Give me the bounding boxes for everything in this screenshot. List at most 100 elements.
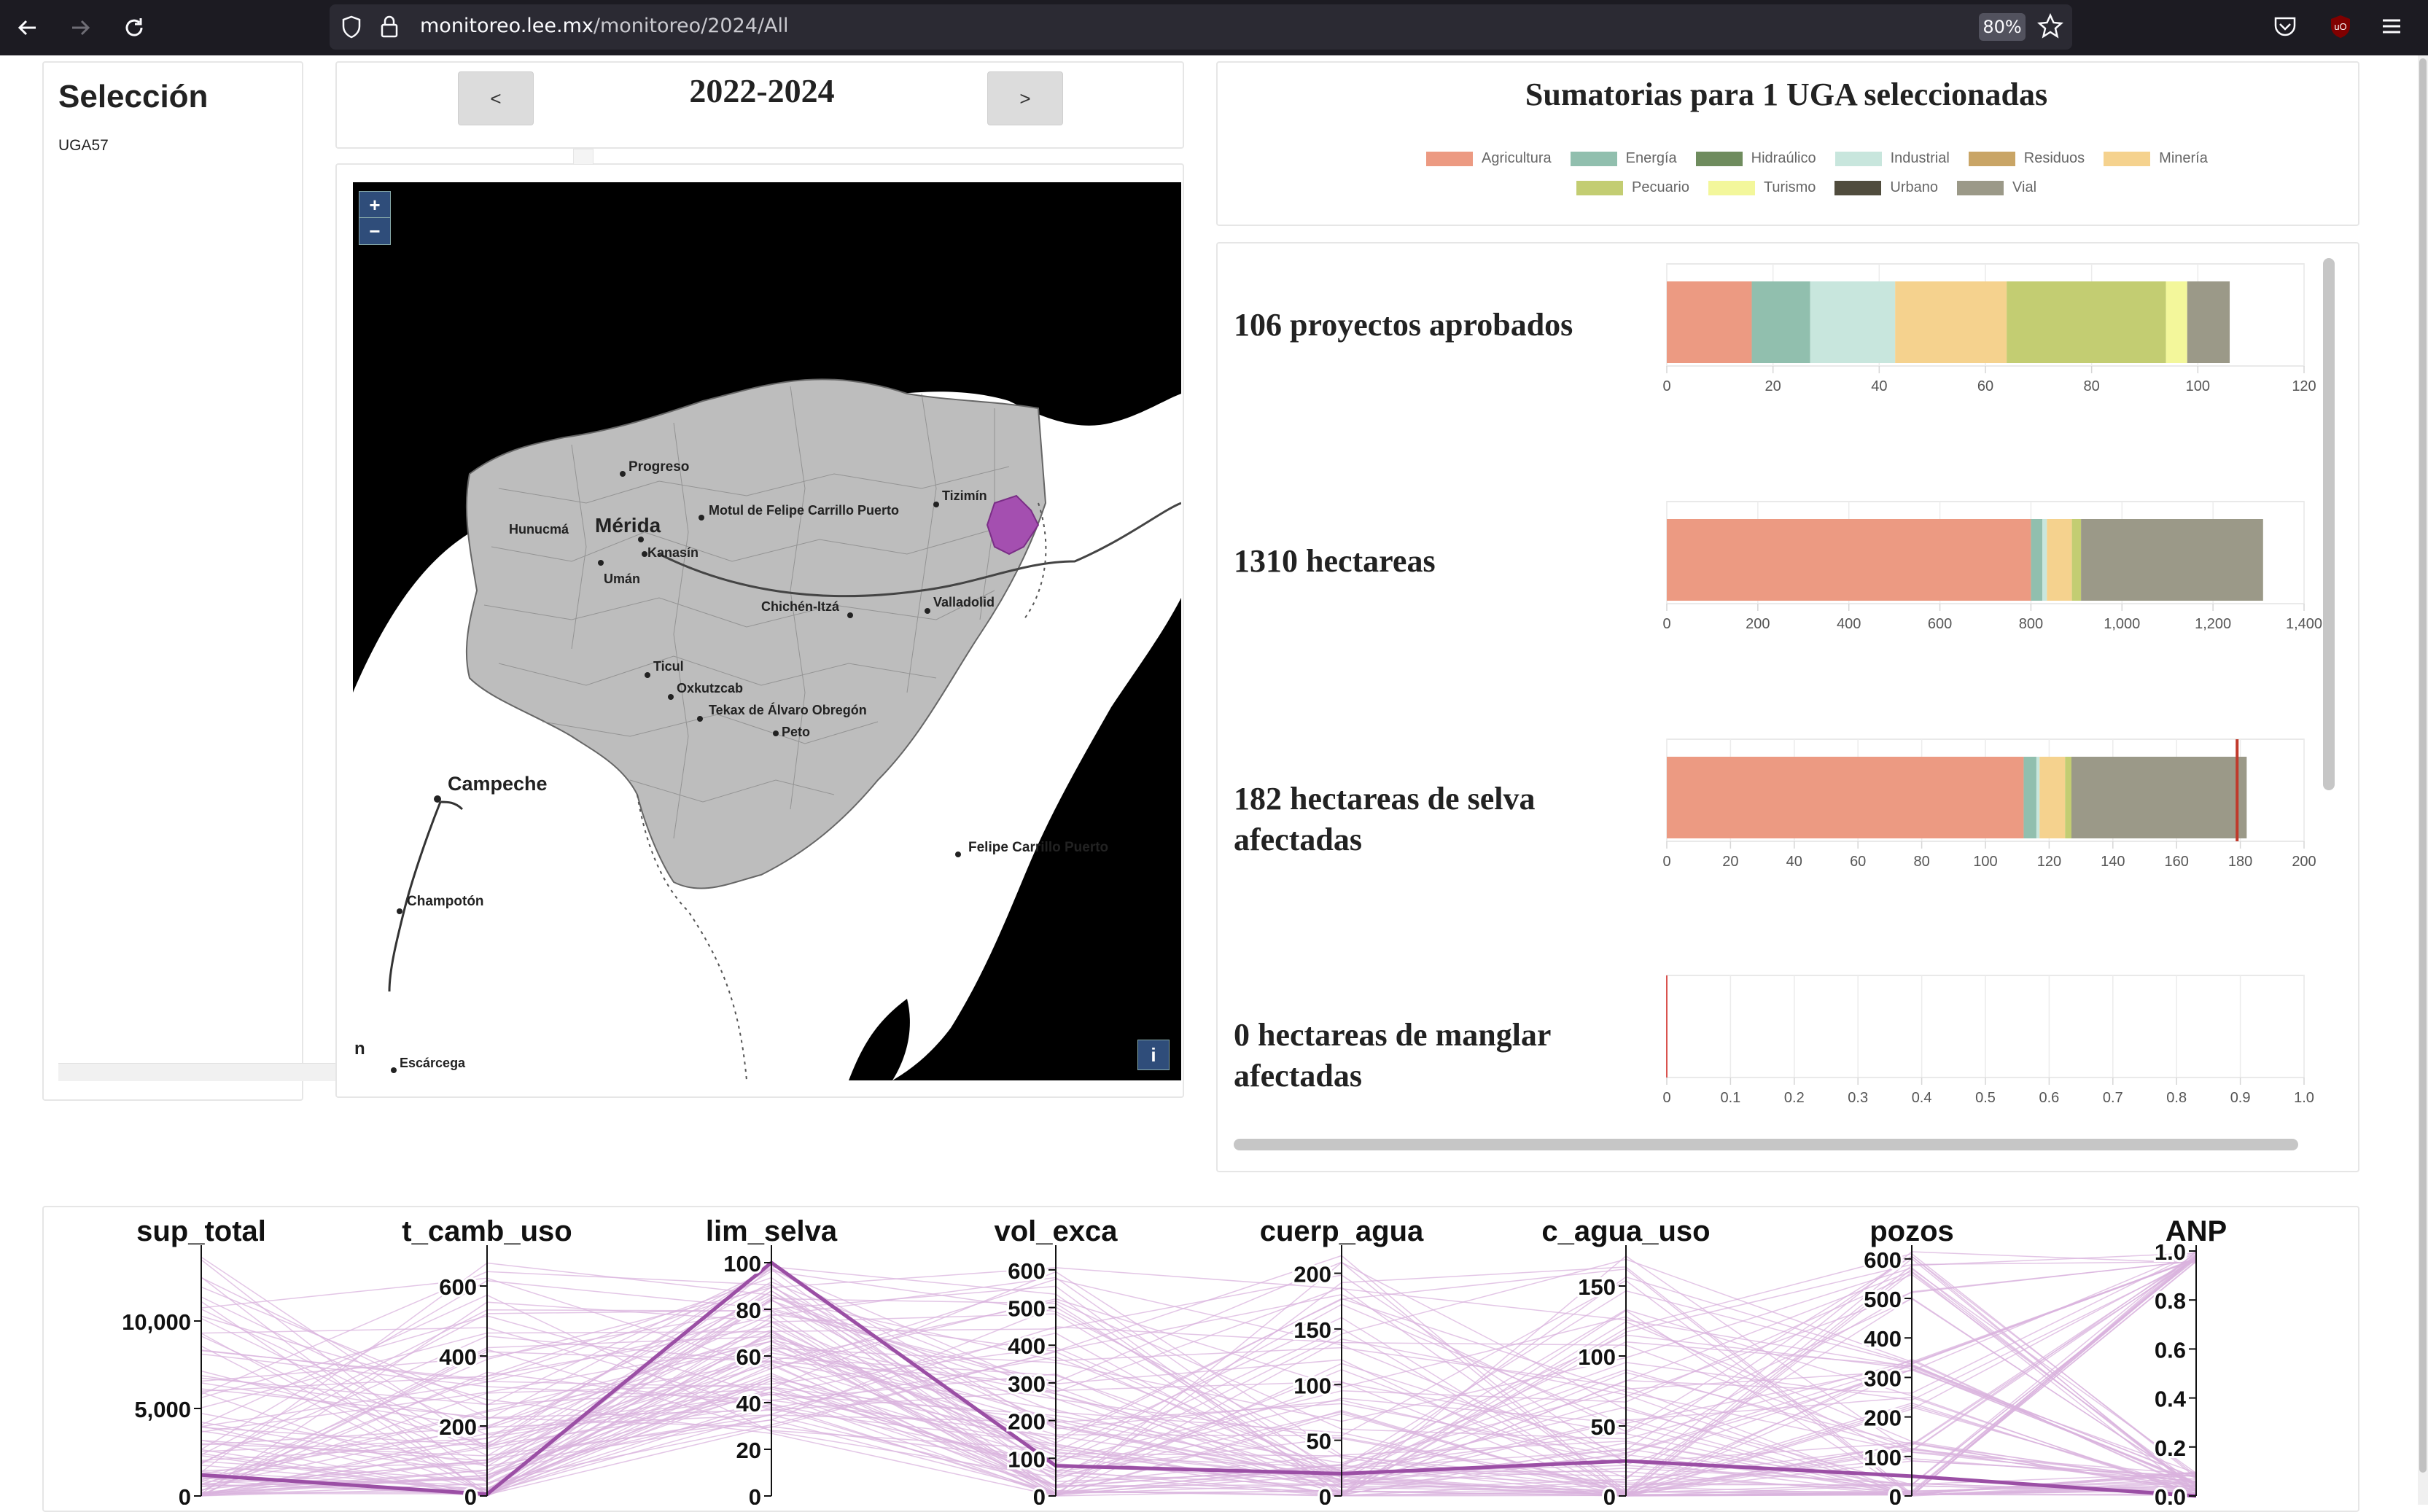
ublock-extension-icon[interactable]: uO <box>2327 13 2354 43</box>
menu-icon[interactable] <box>2378 13 2405 43</box>
pc-axis-label[interactable]: cuerp_agua <box>1260 1215 1424 1247</box>
map-label-chichen: Chichén-Itzá <box>761 599 840 614</box>
pc-tick-label: 200 <box>1008 1409 1046 1435</box>
pc-tick-label: 200 <box>1293 1262 1331 1287</box>
selection-scrollbar[interactable] <box>58 1063 335 1081</box>
pc-tick-label: 100 <box>1864 1445 1902 1470</box>
forward-icon[interactable] <box>58 6 102 50</box>
pc-axis-label[interactable]: ANP <box>2166 1215 2227 1247</box>
legend-label: Pecuario <box>1632 179 1689 195</box>
chart-bar-industrial[interactable] <box>2036 757 2040 838</box>
map-zoom-out-button[interactable]: − <box>359 217 391 245</box>
pc-axis-label[interactable]: c_agua_uso <box>1541 1215 1710 1247</box>
pc-tick-label: 20 <box>736 1438 761 1463</box>
chart-bar-pecuario[interactable] <box>2065 757 2071 838</box>
pc-axis-label[interactable]: vol_exca <box>994 1215 1118 1247</box>
legend-item-turismo[interactable]: Turismo <box>1708 179 1816 196</box>
chart-bar-industrial[interactable] <box>2042 519 2047 601</box>
charts-horizontal-scrollbar[interactable] <box>1234 1139 2298 1150</box>
url-bar[interactable]: monitoreo.lee.mx/monitoreo/2024/All 80% <box>330 4 2072 50</box>
chart-tick-label: 1,000 <box>2104 616 2140 632</box>
chart-bar-agricultura[interactable] <box>1667 519 2031 601</box>
url-text[interactable]: monitoreo.lee.mx/monitoreo/2024/All <box>420 15 789 37</box>
pc-tick-label: 0 <box>749 1484 761 1505</box>
chart-bar-energía[interactable] <box>1751 281 1810 363</box>
legend-item-industrial[interactable]: Industrial <box>1834 150 1950 167</box>
selection-item[interactable]: UGA57 <box>58 137 109 154</box>
shield-icon[interactable] <box>340 15 363 43</box>
legend-item-urbano[interactable]: Urbano <box>1834 179 1938 196</box>
pc-line <box>201 1279 2197 1497</box>
next-period-button[interactable]: > <box>987 71 1063 125</box>
chart-bar-pecuario[interactable] <box>2007 281 2166 363</box>
chart-tick-label: 0.9 <box>2230 1090 2251 1106</box>
chart-tick-label: 1,400 <box>2286 616 2322 632</box>
legend-swatch <box>1576 180 1623 195</box>
lock-icon[interactable] <box>378 15 401 43</box>
back-icon[interactable] <box>6 6 50 50</box>
chart-bar-industrial[interactable] <box>1810 281 1896 363</box>
zoom-level-badge[interactable]: 80% <box>1979 13 2026 41</box>
legend-swatch <box>1968 151 2015 166</box>
chart-tick-label: 120 <box>2292 378 2316 394</box>
pc-line <box>201 1251 2197 1497</box>
chart-bar-vial[interactable] <box>2081 519 2263 601</box>
chart-tick-label: 100 <box>2186 378 2210 394</box>
map-zoom-in-button[interactable]: + <box>359 191 391 219</box>
chart-bar-energía[interactable] <box>2031 519 2043 601</box>
legend-item-vial[interactable]: Vial <box>1957 179 2036 196</box>
legend-row-1: Agricultura Energía Hidraúlico Industria… <box>1426 150 2208 167</box>
chart-bar-minería[interactable] <box>2039 757 2066 838</box>
chart-tick-label: 1.0 <box>2294 1090 2314 1106</box>
pocket-icon[interactable] <box>2272 13 2298 43</box>
page-scrollbar-thumb[interactable] <box>2419 58 2427 1473</box>
selection-title: Selección <box>58 79 209 114</box>
legend-item-mineria[interactable]: Minería <box>2104 150 2208 167</box>
chart-manglar: 0 0.1 0.2 0.3 0.4 0.5 0.6 0.7 0.8 0.9 1.0 <box>1662 975 2314 1106</box>
period-label: 2022-2024 <box>689 72 835 109</box>
chart-tick-label: 60 <box>1977 378 1993 394</box>
chart-hectareas: 0 200 400 600 800 1,000 1,200 1,400 <box>1662 501 2322 632</box>
chart-bar-energía[interactable] <box>2023 757 2036 838</box>
pc-tick-label: 200 <box>439 1414 477 1440</box>
pc-tick-label: 0 <box>1603 1484 1616 1505</box>
map-label-champoton: Champotón <box>407 894 484 909</box>
legend-item-hidraulico[interactable]: Hidraúlico <box>1695 150 1816 167</box>
page-scrollbar[interactable] <box>2418 55 2428 1505</box>
chart-tick-label: 140 <box>2101 854 2125 870</box>
pc-axis-label[interactable]: sup_total <box>136 1215 266 1247</box>
reload-icon[interactable] <box>112 6 156 50</box>
chart-bar-turismo[interactable] <box>2166 281 2187 363</box>
chart-bar-minería[interactable] <box>1895 281 2007 363</box>
pc-line <box>201 1341 2197 1493</box>
bookmark-star-icon[interactable] <box>2036 12 2064 43</box>
charts-vertical-scrollbar[interactable] <box>2323 258 2335 790</box>
pc-axis-label[interactable]: t_camb_uso <box>402 1215 572 1247</box>
pc-line <box>201 1258 2197 1491</box>
chart-tick-label: 0.6 <box>2039 1090 2059 1106</box>
legend-item-residuos[interactable]: Residuos <box>1968 150 2085 167</box>
pc-axis-label[interactable]: pozos <box>1869 1215 1954 1247</box>
legend-item-pecuario[interactable]: Pecuario <box>1576 179 1689 196</box>
chart-tick-label: 20 <box>1722 854 1738 870</box>
pc-line <box>201 1268 2197 1497</box>
map-view[interactable]: Progreso Mérida Hunucmá Kanasín Umán Mot… <box>353 182 1181 1080</box>
panel-resize-handle[interactable] <box>573 149 594 165</box>
map-label-felipe-carrillo-puerto: Felipe Carrillo Puerto <box>968 840 1108 855</box>
chart-bar-minería[interactable] <box>2047 519 2072 601</box>
legend-item-energia[interactable]: Energía <box>1570 150 1677 167</box>
chart-bar-vial[interactable] <box>2187 281 2230 363</box>
legend-item-agricultura[interactable]: Agricultura <box>1426 150 1552 167</box>
pc-line <box>201 1260 2197 1464</box>
pc-line <box>201 1274 2197 1496</box>
map-info-button[interactable]: i <box>1137 1040 1170 1070</box>
chart-bar-vial[interactable] <box>2071 757 2247 838</box>
prev-period-button[interactable]: < <box>458 71 534 125</box>
chart-bar-agricultura[interactable] <box>1667 757 2024 838</box>
pc-axis-label[interactable]: lim_selva <box>706 1215 838 1247</box>
chart-bar-agricultura[interactable] <box>1667 281 1752 363</box>
svg-text:uO: uO <box>2334 21 2346 32</box>
chart-bar-pecuario[interactable] <box>2071 519 2082 601</box>
parallel-coordinates-chart[interactable]: sup_total05,00010,000t_camb_uso020040060… <box>44 1207 2358 1505</box>
pc-highlighted-line[interactable] <box>201 1260 2197 1498</box>
